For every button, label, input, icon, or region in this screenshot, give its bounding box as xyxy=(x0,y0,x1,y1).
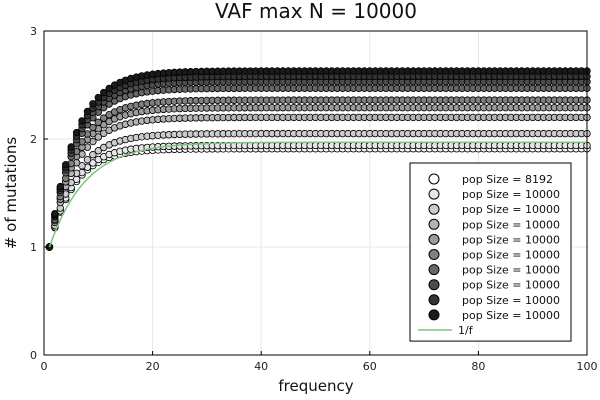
x-tick-label: 0 xyxy=(41,360,48,373)
data-point xyxy=(72,128,81,137)
data-point xyxy=(83,155,92,164)
data-point xyxy=(94,147,102,155)
data-point xyxy=(56,182,64,191)
x-tick-label: 40 xyxy=(254,360,268,373)
legend-marker xyxy=(428,188,440,200)
data-point xyxy=(83,107,92,116)
data-series xyxy=(45,67,591,251)
x-tick-label: 20 xyxy=(146,360,160,373)
legend: pop Size = 8192 pop Size = 10000 pop Size … xyxy=(409,162,572,342)
legend-marker xyxy=(428,309,440,321)
series-6 xyxy=(45,96,591,251)
data-point xyxy=(78,117,86,125)
x-axis-title: frequency xyxy=(278,377,353,395)
legend-label: pop Size = 10000 xyxy=(462,249,560,262)
legend-label: pop Size = 8192 xyxy=(462,173,553,186)
x-tick-label: 100 xyxy=(577,360,598,373)
legend-marker xyxy=(428,249,440,260)
legend-label: pop Size = 10000 xyxy=(462,218,560,231)
data-point xyxy=(62,161,70,169)
data-point xyxy=(89,100,97,108)
legend-marker xyxy=(428,203,440,215)
y-tick-label: 1 xyxy=(30,241,37,254)
axes: 0 20 40 60 80 100 0 1 2 3 xyxy=(30,25,598,373)
series-9 xyxy=(45,72,591,251)
data-point xyxy=(89,159,97,167)
data-point xyxy=(67,143,75,151)
series-10 xyxy=(45,67,591,251)
legend-marker xyxy=(428,173,440,185)
legend-label: pop Size = 10000 xyxy=(462,309,560,322)
data-point xyxy=(94,118,102,127)
data-point xyxy=(89,151,97,159)
legend-marker xyxy=(428,218,440,230)
legend-marker xyxy=(428,279,440,291)
chart-title: VAF max N = 10000 xyxy=(215,0,417,23)
legend-label: pop Size = 10000 xyxy=(462,294,560,307)
legend-label: 1/f xyxy=(458,324,474,337)
reference-line-1-over-f xyxy=(48,141,587,248)
legend-marker xyxy=(428,233,440,245)
legend-label: pop Size = 10000 xyxy=(462,203,560,216)
legend-label: pop Size = 10000 xyxy=(462,188,560,201)
data-point xyxy=(51,209,59,218)
legend-label: pop Size = 10000 xyxy=(462,279,560,292)
x-tick-label: 60 xyxy=(363,360,377,373)
y-tick-label: 2 xyxy=(30,133,37,146)
data-point xyxy=(105,84,113,93)
y-axis-title: # of mutations xyxy=(2,137,20,249)
legend-label: pop Size = 10000 xyxy=(462,264,560,277)
y-tick-label: 0 xyxy=(30,349,37,362)
data-point xyxy=(94,133,102,141)
series-4 xyxy=(45,113,591,251)
y-tick-label: 3 xyxy=(30,25,37,38)
plot-frame xyxy=(43,30,588,356)
data-point xyxy=(100,114,108,122)
data-point xyxy=(100,88,108,97)
x-tick-label: 80 xyxy=(471,360,485,373)
legend-marker xyxy=(428,294,440,306)
legend-label: pop Size = 10000 xyxy=(462,233,560,246)
data-point xyxy=(94,93,102,102)
legend-marker xyxy=(428,264,440,276)
